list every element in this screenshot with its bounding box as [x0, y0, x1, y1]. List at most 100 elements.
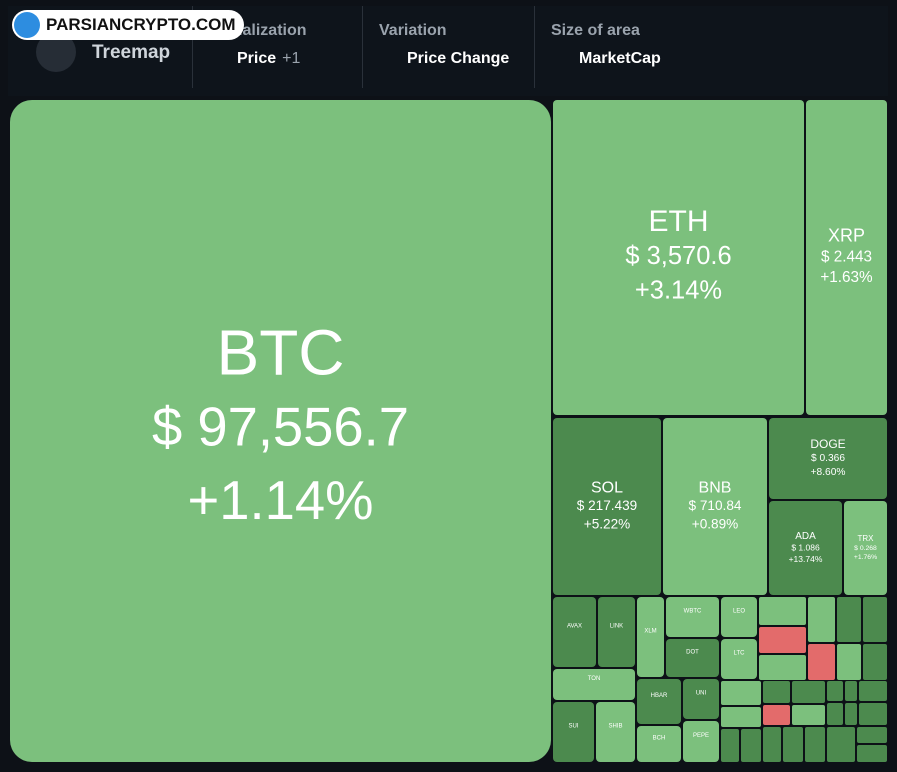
tile[interactable]: [10, 100, 551, 762]
small-tile[interactable]: [827, 703, 843, 725]
small-tile[interactable]: [805, 727, 825, 762]
small-tile[interactable]: [857, 727, 887, 743]
tile-change: +1.76%: [854, 554, 877, 561]
tile-price: $ 217.439: [577, 498, 637, 513]
tile-name: SHIB: [608, 724, 622, 730]
small-tile[interactable]: [721, 729, 739, 762]
small-tile[interactable]: [827, 681, 843, 701]
tile-name: XLM: [644, 629, 656, 635]
tile-name: BCH: [653, 736, 666, 742]
tile-name: SUI: [568, 724, 578, 730]
tile-name: DOT: [686, 650, 699, 656]
tile-name: TON: [588, 676, 601, 682]
tile-name: PEPE: [693, 733, 709, 739]
small-tile[interactable]: [763, 681, 790, 703]
small-tile[interactable]: [783, 727, 803, 762]
small-tile[interactable]: [859, 703, 887, 725]
tile[interactable]: [598, 597, 635, 667]
tile[interactable]: [806, 100, 887, 415]
tile[interactable]: [553, 669, 635, 700]
tile-name: TRX: [858, 534, 875, 543]
tile-name: BNB: [699, 479, 732, 496]
tile[interactable]: [666, 639, 719, 677]
tile-change: +13.74%: [789, 554, 823, 564]
tile[interactable]: [553, 100, 804, 415]
tile[interactable]: [683, 721, 719, 762]
small-tile[interactable]: [721, 707, 761, 727]
tile-change: +0.89%: [692, 516, 738, 531]
small-tile[interactable]: [721, 681, 761, 705]
tile-name: AVAX: [567, 624, 582, 630]
tile[interactable]: [553, 418, 661, 595]
small-tile[interactable]: [808, 597, 835, 642]
tile[interactable]: [553, 597, 596, 667]
tile-name: SOL: [591, 479, 623, 496]
tile-name: LTC: [734, 651, 746, 657]
small-tile[interactable]: [837, 597, 861, 642]
small-tile[interactable]: [859, 681, 887, 701]
tile-name: LEO: [733, 609, 745, 615]
tile-price: $ 2.443: [821, 249, 872, 266]
group-value: Price Change: [407, 50, 510, 67]
tile-price: $ 0.268: [854, 545, 877, 552]
small-tile[interactable]: [759, 655, 806, 680]
small-tile[interactable]: [827, 727, 855, 762]
tile[interactable]: [637, 597, 664, 677]
tile[interactable]: [844, 501, 887, 595]
value-text: Price: [237, 50, 277, 67]
small-tile[interactable]: [845, 681, 857, 701]
small-tile[interactable]: [863, 597, 887, 642]
tile-name: WBTC: [684, 609, 702, 615]
tile[interactable]: [769, 418, 887, 499]
tile-change: +1.14%: [188, 470, 374, 531]
tile[interactable]: [666, 597, 719, 637]
small-tile[interactable]: [763, 705, 790, 725]
tile-name: LINK: [610, 624, 623, 630]
tile[interactable]: [663, 418, 767, 595]
small-tile[interactable]: [863, 644, 887, 680]
tile[interactable]: [637, 726, 681, 762]
tile[interactable]: [721, 597, 757, 637]
tile-name: ADA: [795, 531, 816, 542]
watermark: PARSIANCRYPTO.COM: [12, 10, 244, 40]
group-value: Price +1: [237, 50, 300, 68]
tile-change: +8.60%: [811, 467, 846, 478]
value-extra: +1: [282, 50, 301, 67]
small-tile[interactable]: [741, 729, 761, 762]
tile-change: +3.14%: [635, 277, 722, 305]
tile[interactable]: [683, 679, 719, 719]
small-tile[interactable]: [759, 597, 806, 625]
small-tile[interactable]: [837, 644, 861, 680]
small-tile[interactable]: [792, 705, 825, 725]
small-tile[interactable]: [808, 644, 835, 680]
view-label[interactable]: Treemap: [92, 42, 171, 63]
small-tile[interactable]: [845, 703, 857, 725]
group-value: MarketCap: [579, 50, 661, 67]
tile-change: +5.22%: [584, 516, 630, 531]
tile-name: DOGE: [810, 437, 845, 451]
small-tile[interactable]: [792, 681, 825, 703]
tile[interactable]: [553, 702, 594, 762]
tile-change: +1.63%: [820, 269, 873, 286]
small-tile[interactable]: [759, 627, 806, 653]
size-group[interactable]: Size of area MarketCap: [534, 6, 735, 88]
small-tile[interactable]: [857, 745, 887, 762]
tile[interactable]: [721, 639, 757, 679]
small-tile[interactable]: [763, 727, 781, 762]
tile-name: BTC: [217, 316, 345, 388]
tile-price: $ 1.086: [791, 542, 820, 552]
tile-name: ETH: [649, 205, 709, 238]
tile[interactable]: [596, 702, 635, 762]
tile-price: $ 710.84: [689, 498, 742, 513]
tile[interactable]: [769, 501, 842, 595]
tile-price: $ 0.366: [811, 453, 845, 464]
group-title: Variation: [379, 22, 447, 39]
variation-group[interactable]: Variation Price Change: [362, 6, 535, 88]
tile[interactable]: [637, 679, 681, 724]
tile-price: $ 97,556.7: [152, 396, 409, 457]
logo-icon: [14, 12, 40, 38]
tile-name: UNI: [696, 691, 707, 697]
tile-name: HBAR: [651, 693, 668, 699]
